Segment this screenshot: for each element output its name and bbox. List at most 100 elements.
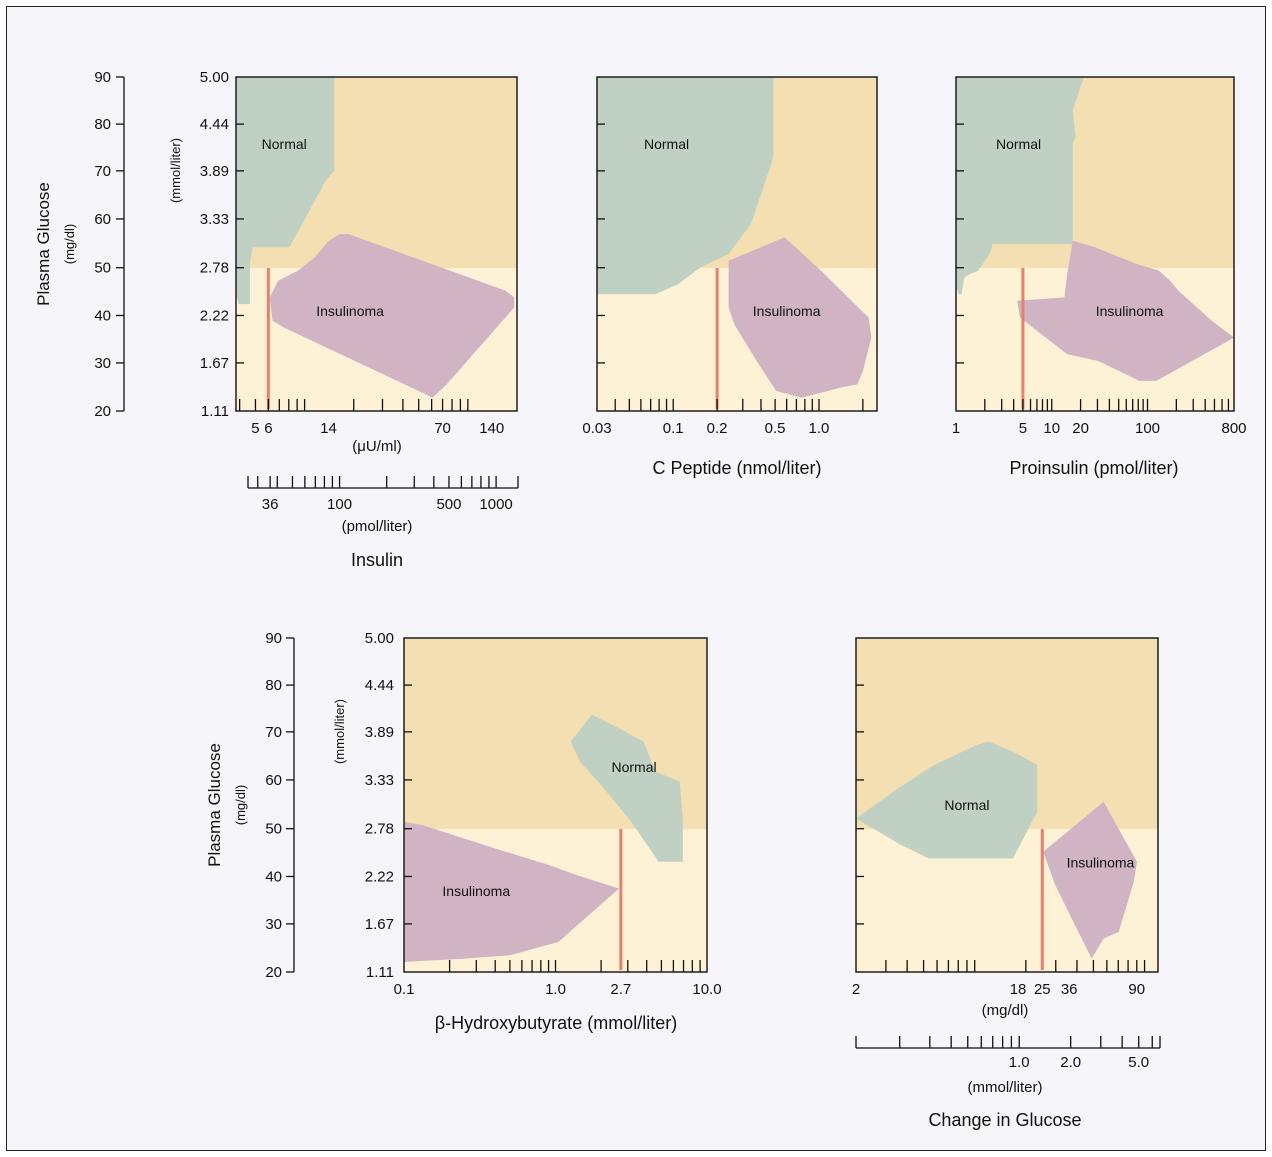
x-tick-label-c_peptide-2: 0.2 xyxy=(707,420,728,437)
mgdl-tick-label-1-3: 60 xyxy=(94,211,111,228)
region-label-insulinoma-insulin: Insulinoma xyxy=(316,303,384,319)
region-insulinoma-beta_hydroxybutyrate xyxy=(404,821,620,962)
panel-frame-proinsulin xyxy=(955,76,1235,412)
mgdl-unit-label-1: (mg/dl) xyxy=(62,224,77,264)
region-label-insulinoma-proinsulin: Insulinoma xyxy=(1096,303,1164,319)
x-tick-label-insulin-1: 6 xyxy=(264,420,272,437)
x-tick-label-change_in_glucose-2: 25 xyxy=(1034,981,1051,998)
mgdl-tick-label-2-7: 20 xyxy=(265,964,282,981)
region-normal-insulin xyxy=(236,77,335,305)
mmol-unit-label-2: (mmol/liter) xyxy=(332,699,347,764)
x-tick-label-proinsulin-1: 5 xyxy=(1019,420,1027,437)
mmol-tick-label-2-2: 3.89 xyxy=(365,724,394,741)
x-tick-label-beta_hydroxybutyrate-3: 10.0 xyxy=(692,981,721,998)
region-label-insulinoma-beta_hydroxybutyrate: Insulinoma xyxy=(442,883,510,899)
x-tick-label-proinsulin-5: 800 xyxy=(1221,420,1246,437)
mmol-tick-label-1-1: 4.44 xyxy=(200,116,229,133)
region-normal-proinsulin xyxy=(956,77,1084,295)
chart-title-beta-hydroxybutyrate: β-Hydroxybutyrate (mmol/liter) xyxy=(435,1013,677,1033)
x-tick-label-insulin-4: 140 xyxy=(479,420,504,437)
x-tick-label-insulin-3: 70 xyxy=(434,420,451,437)
region-label-insulinoma-c_peptide: Insulinoma xyxy=(753,303,821,319)
mmol-secondary-unit-label: (mmol/liter) xyxy=(968,1079,1043,1096)
mgdl-tick-label-2-1: 80 xyxy=(265,677,282,694)
pmol-tick-label-1: 100 xyxy=(327,496,352,513)
pmol-tick-label-0: 36 xyxy=(262,496,279,513)
mmol-tick-label-1-0: 5.00 xyxy=(200,69,229,86)
region-normal-c_peptide xyxy=(597,77,774,295)
x-tick-label-proinsulin-0: 1 xyxy=(952,420,960,437)
mgdl-tick-label-2-5: 40 xyxy=(265,868,282,885)
x-tick-label-change_in_glucose-3: 36 xyxy=(1061,981,1078,998)
region-insulinoma-change_in_glucose xyxy=(1043,801,1137,959)
x-tick-label-c_peptide-3: 0.5 xyxy=(765,420,786,437)
x-tick-label-proinsulin-3: 20 xyxy=(1072,420,1089,437)
mgdl-tick-label-2-0: 90 xyxy=(265,630,282,647)
x-tick-label-change_in_glucose-4: 90 xyxy=(1128,981,1145,998)
mmol-tick-label-2-5: 2.22 xyxy=(365,868,394,885)
mmol-unit-label-1: (mmol/liter) xyxy=(168,138,183,203)
x-tick-label-proinsulin-4: 100 xyxy=(1135,420,1160,437)
pmol-tick-label-3: 1000 xyxy=(479,496,512,513)
x-tick-label-proinsulin-2: 10 xyxy=(1043,420,1060,437)
x-tick-label-beta_hydroxybutyrate-2: 2.7 xyxy=(610,981,631,998)
region-label-normal-c_peptide: Normal xyxy=(644,136,689,152)
mgdl-tick-label-1-2: 70 xyxy=(94,163,111,180)
chart-title-proinsulin: Proinsulin (pmol/liter) xyxy=(1009,458,1178,478)
region-insulinoma-proinsulin xyxy=(1017,240,1234,381)
x-unit-label-insulin: (μU/ml) xyxy=(352,438,401,455)
chart-title-change-in-glucose: Change in Glucose xyxy=(928,1110,1081,1130)
x-tick-label-change_in_glucose-0: 2 xyxy=(852,981,860,998)
x-tick-label-beta_hydroxybutyrate-0: 0.1 xyxy=(394,981,415,998)
mgdl-tick-label-1-0: 90 xyxy=(94,69,111,86)
mgdl-tick-label-1-5: 40 xyxy=(94,307,111,324)
region-label-normal-change_in_glucose: Normal xyxy=(944,797,989,813)
region-insulinoma-c_peptide xyxy=(728,237,872,398)
region-label-insulinoma-change_in_glucose: Insulinoma xyxy=(1067,854,1135,870)
mgdl-tick-label-1-4: 50 xyxy=(94,260,111,277)
chart-title-c-peptide: C Peptide (nmol/liter) xyxy=(652,458,821,478)
mmol-tick-label-1-5: 2.22 xyxy=(200,307,229,324)
panel-frame-change_in_glucose xyxy=(855,637,1159,973)
mmol-tick-label-2-3: 3.33 xyxy=(365,772,394,789)
pmol-unit-label: (pmol/liter) xyxy=(342,518,413,535)
mmol-tick-label-1-2: 3.89 xyxy=(200,163,229,180)
pmol-tick-label-2: 500 xyxy=(436,496,461,513)
mgdl-unit-label-2: (mg/dl) xyxy=(233,785,248,825)
mmol-tick-label-2-7: 1.11 xyxy=(366,964,394,981)
region-normal-change_in_glucose xyxy=(856,741,1038,859)
region-normal-beta_hydroxybutyrate xyxy=(570,714,683,862)
mmol-tick-label-2-4: 2.78 xyxy=(365,821,394,838)
region-label-normal-beta_hydroxybutyrate: Normal xyxy=(611,759,656,775)
region-label-normal-proinsulin: Normal xyxy=(996,136,1041,152)
mgdl-tick-label-2-4: 50 xyxy=(265,821,282,838)
panel-frame-c_peptide xyxy=(596,76,878,412)
x-tick-label-change_in_glucose-1: 18 xyxy=(1010,981,1027,998)
mgdl-tick-label-2-6: 30 xyxy=(265,916,282,933)
mgdl-tick-label-1-6: 30 xyxy=(94,355,111,372)
x-tick-label-insulin-0: 5 xyxy=(251,420,259,437)
mmol-secondary-tick-label-1: 2.0 xyxy=(1060,1054,1081,1071)
mmol-secondary-tick-label-0: 1.0 xyxy=(1009,1054,1030,1071)
mmol-tick-label-1-6: 1.67 xyxy=(200,355,229,372)
mmol-tick-label-2-1: 4.44 xyxy=(365,677,394,694)
x-unit-label-change-in-glucose: (mg/dl) xyxy=(982,1002,1029,1019)
region-label-normal-insulin: Normal xyxy=(262,136,307,152)
mmol-tick-label-2-0: 5.00 xyxy=(365,630,394,647)
plasma-glucose-label-1: Plasma Glucose xyxy=(34,182,53,306)
region-insulinoma-insulin xyxy=(269,234,515,398)
mgdl-tick-label-1-7: 20 xyxy=(94,403,111,420)
x-tick-label-c_peptide-1: 0.1 xyxy=(663,420,684,437)
mgdl-tick-label-2-3: 60 xyxy=(265,772,282,789)
chart-title-insulin: Insulin xyxy=(351,550,403,570)
x-tick-label-insulin-2: 14 xyxy=(320,420,337,437)
x-tick-label-c_peptide-4: 1.0 xyxy=(809,420,830,437)
x-tick-label-beta_hydroxybutyrate-1: 1.0 xyxy=(545,981,566,998)
mgdl-tick-label-1-1: 80 xyxy=(94,116,111,133)
mmol-tick-label-1-4: 2.78 xyxy=(200,260,229,277)
mmol-tick-label-2-6: 1.67 xyxy=(365,916,394,933)
mmol-secondary-tick-label-2: 5.0 xyxy=(1128,1054,1149,1071)
x-tick-label-c_peptide-0: 0.03 xyxy=(582,420,611,437)
